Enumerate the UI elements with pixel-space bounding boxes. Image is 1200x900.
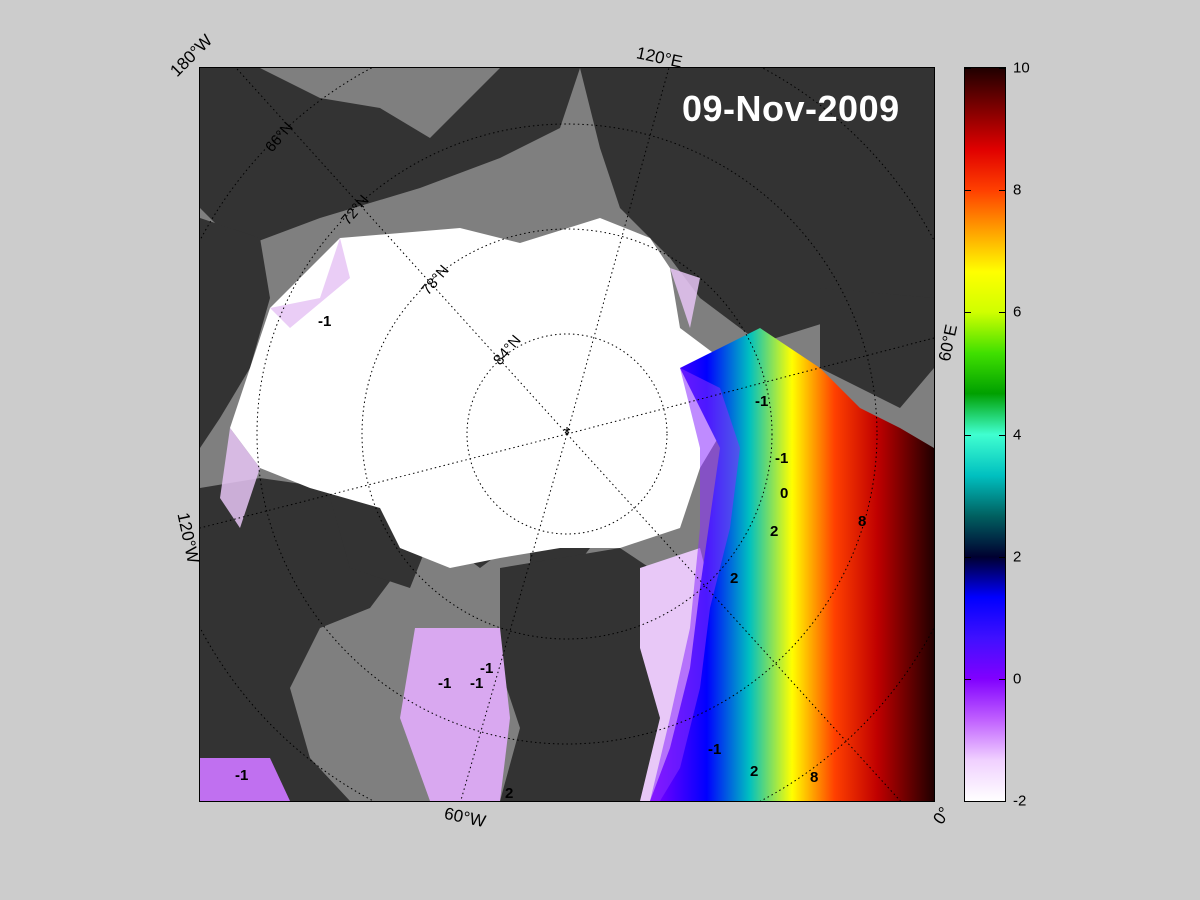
lat-circle-78 <box>361 228 773 640</box>
lat-circle-72 <box>256 123 878 745</box>
colorbar-tick-mark <box>965 312 971 314</box>
meridian-120w <box>200 433 568 529</box>
colorbar <box>964 67 1006 802</box>
colorbar-tick-mark <box>965 190 971 192</box>
sea-ice <box>230 218 730 568</box>
contour-label: -1 <box>480 660 493 677</box>
colorbar-tick-mark <box>999 312 1005 314</box>
colorbar-tick-mark <box>965 678 971 680</box>
colorbar-tick-mark <box>999 801 1005 802</box>
colorbar-tick-mark <box>965 556 971 558</box>
meridian-60e <box>566 337 934 435</box>
graticule <box>200 68 934 801</box>
colorbar-tick-mark <box>965 434 971 436</box>
contour-label: -1 <box>708 741 721 758</box>
lon-label-60w: 60°W <box>442 803 488 832</box>
alaska-land <box>200 68 580 248</box>
contour-label: 0 <box>780 485 788 502</box>
contour-label: 2 <box>750 763 758 780</box>
colorbar-tick-label: -2 <box>1013 792 1027 810</box>
colorbar-tick-mark <box>965 68 971 69</box>
purple-band <box>650 368 740 801</box>
contour-label: 8 <box>858 513 866 530</box>
colorbar-tick-mark <box>999 68 1005 69</box>
polar-map: * 66°N 72°N 78°N 84°N -1 -1 -1 -1 -1 -1 … <box>199 67 935 802</box>
colorbar-tick-label: 0 <box>1013 670 1022 688</box>
lat-circle-84 <box>466 333 668 535</box>
colorbar-tick-label: 10 <box>1013 59 1030 77</box>
colorbar-tick-mark <box>999 678 1005 680</box>
canada-land <box>200 218 270 448</box>
colorbar-tick-mark <box>999 556 1005 558</box>
contour-label: 2 <box>505 785 513 801</box>
contour-labels: -1 -1 -1 -1 -1 -1 -1 0 2 2 2 2 8 8 -1 <box>235 313 866 801</box>
pole-marker: * <box>563 424 570 444</box>
lon-label-120w: 120°W <box>173 510 203 565</box>
colorbar-tick-mark <box>965 801 971 802</box>
colorbar-tick-label: 8 <box>1013 181 1022 199</box>
contour-label: -1 <box>318 313 331 330</box>
contour-label: 2 <box>770 523 778 540</box>
polar-map-svg: * 66°N 72°N 78°N 84°N -1 -1 -1 -1 -1 -1 … <box>200 68 934 801</box>
colorbar-tick-mark <box>999 190 1005 192</box>
colorbar-tick-label: 4 <box>1013 426 1022 443</box>
greenland-sea-ice <box>400 628 510 801</box>
colorbar-tick-mark <box>999 434 1005 436</box>
contour-label: -1 <box>775 450 788 467</box>
contour-label: 2 <box>730 570 738 587</box>
siberia-land <box>580 68 934 343</box>
meridian-180 <box>235 68 568 435</box>
contour-label: -1 <box>755 393 768 410</box>
lon-label-60e: 60°E <box>934 322 962 363</box>
colorbar-tick-label: 6 <box>1013 303 1022 321</box>
meridian-0 <box>566 433 902 801</box>
scandinavia-land <box>820 288 934 408</box>
bottom-left-ice <box>200 758 290 801</box>
colorbar-tick-label: 2 <box>1013 548 1022 566</box>
date-label: 09-Nov-2009 <box>682 88 900 129</box>
contour-label: -1 <box>235 767 248 784</box>
meridian-120e <box>566 68 670 435</box>
contour-label: -1 <box>438 675 451 692</box>
lon-label-0: 0° <box>929 803 955 828</box>
contour-label: -1 <box>470 675 483 692</box>
contour-label: 8 <box>810 769 818 786</box>
